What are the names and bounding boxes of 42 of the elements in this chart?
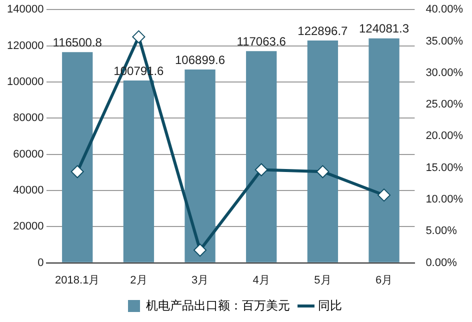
legend-label: 机电产品出口额：百万美元 (146, 298, 290, 312)
y-tick-label: 100000 (6, 76, 44, 88)
legend-label: 同比 (318, 298, 342, 312)
data-label: 117063.6 (236, 34, 286, 48)
bar (62, 52, 93, 262)
y-tick-label: 20000 (13, 220, 44, 233)
point (316, 165, 330, 178)
bar (184, 69, 216, 262)
x-tick-label: 5月 (314, 274, 332, 286)
point (132, 30, 146, 44)
y-tick-label: 80000 (13, 112, 44, 124)
bar (246, 51, 277, 262)
y2-tick-label: 30.00% (426, 66, 464, 79)
y2-tick-label: 5.00% (426, 225, 458, 238)
y2-tick-label: 15.00% (426, 162, 464, 174)
y-tick-label: 120000 (6, 40, 44, 52)
x-tick-label: 2月 (130, 274, 148, 286)
y2-tick-label: 10.00% (426, 194, 464, 206)
bar (368, 38, 400, 262)
data-label: 106899.6 (175, 52, 226, 67)
y-tick-label: 60000 (13, 148, 44, 160)
y2-tick-label: 25.00% (426, 98, 464, 111)
point (70, 165, 84, 178)
y2-tick-label: 0.00% (426, 256, 458, 269)
point (194, 244, 207, 257)
y2-tick-label: 20.00% (426, 130, 464, 142)
data-label: 116500.8 (52, 35, 102, 50)
data-label: 122896.7 (298, 24, 348, 38)
point (254, 163, 268, 176)
y-tick-label: 140000 (6, 4, 44, 16)
x-tick-label: 4月 (252, 274, 270, 286)
y2-tick-label: 35.00% (426, 35, 464, 48)
x-tick-label: 3月 (191, 274, 209, 286)
y-tick-label: 40000 (13, 184, 44, 196)
x-tick-label: 2018.1月 (55, 274, 100, 286)
bar (123, 80, 154, 262)
y2-tick-label: 40.00% (426, 4, 464, 16)
point (378, 188, 391, 202)
y-tick-label: 0 (38, 256, 44, 269)
x-tick-label: 6月 (375, 274, 393, 286)
bar (307, 40, 338, 262)
data-label: 124081.3 (358, 22, 410, 36)
